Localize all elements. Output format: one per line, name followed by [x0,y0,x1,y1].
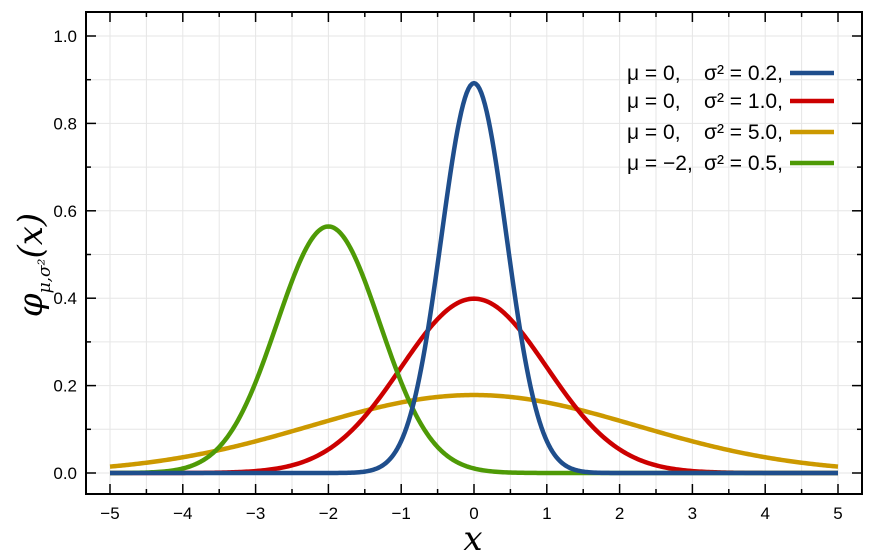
y-axis-label: φμ,σ²(x) [11,213,55,317]
x-tick-label: 0 [469,504,478,523]
legend-sigma-label: σ² = 1.0, [704,90,783,113]
y-axis-label-arg: (x) [11,213,51,259]
y-tick-label: 0.0 [53,464,77,483]
series-line-2 [109,392,839,469]
axis-ticks [86,12,862,494]
legend-sigma-label: σ² = 5.0, [704,121,783,144]
legend: μ = 0, σ² = 0.2, μ = 0, σ² = 1.0, μ = 0, σ² =… [627,62,834,175]
x-tick-label: 5 [833,504,842,523]
y-axis-label-phi: φ [11,293,51,317]
x-axis-label: x [463,519,482,559]
x-tick-label: 3 [688,504,697,523]
y-tick-label: 0.2 [53,377,77,396]
legend-sigma-label: σ² = 0.5, [704,152,783,175]
x-tick-label: −5 [100,504,119,523]
y-axis-label-subscript: μ,σ² [35,258,55,293]
x-tick-label: −3 [246,504,265,523]
series-line-0 [109,80,839,476]
x-tick-label: 2 [615,504,624,523]
x-tick-label: −1 [392,504,411,523]
y-tick-label: 0.8 [53,114,77,133]
legend-mu-label: μ = 0, [627,90,681,113]
legend-sigma-label: σ² = 0.2, [704,62,783,85]
x-tick-label: 4 [760,504,769,523]
x-tick-label: −4 [173,504,192,523]
x-tick-label: 1 [542,504,551,523]
tick-labels: −5 −4 −3 −2 −1 0 1 2 3 4 5 0.0 0.2 0.4 0.6 0.8 1.0 [53,27,842,523]
x-tick-label: −2 [319,504,338,523]
y-tick-label: 0.6 [53,202,77,221]
legend-mu-label: μ = −2, [627,152,693,175]
svg-text:φμ,σ²(x): φμ,σ²(x) [11,213,55,317]
y-tick-label: 1.0 [53,27,77,46]
curves [109,80,839,476]
legend-mu-label: μ = 0, [627,62,681,85]
y-tick-label: 0.4 [53,289,77,308]
legend-mu-label: μ = 0, [627,121,681,144]
